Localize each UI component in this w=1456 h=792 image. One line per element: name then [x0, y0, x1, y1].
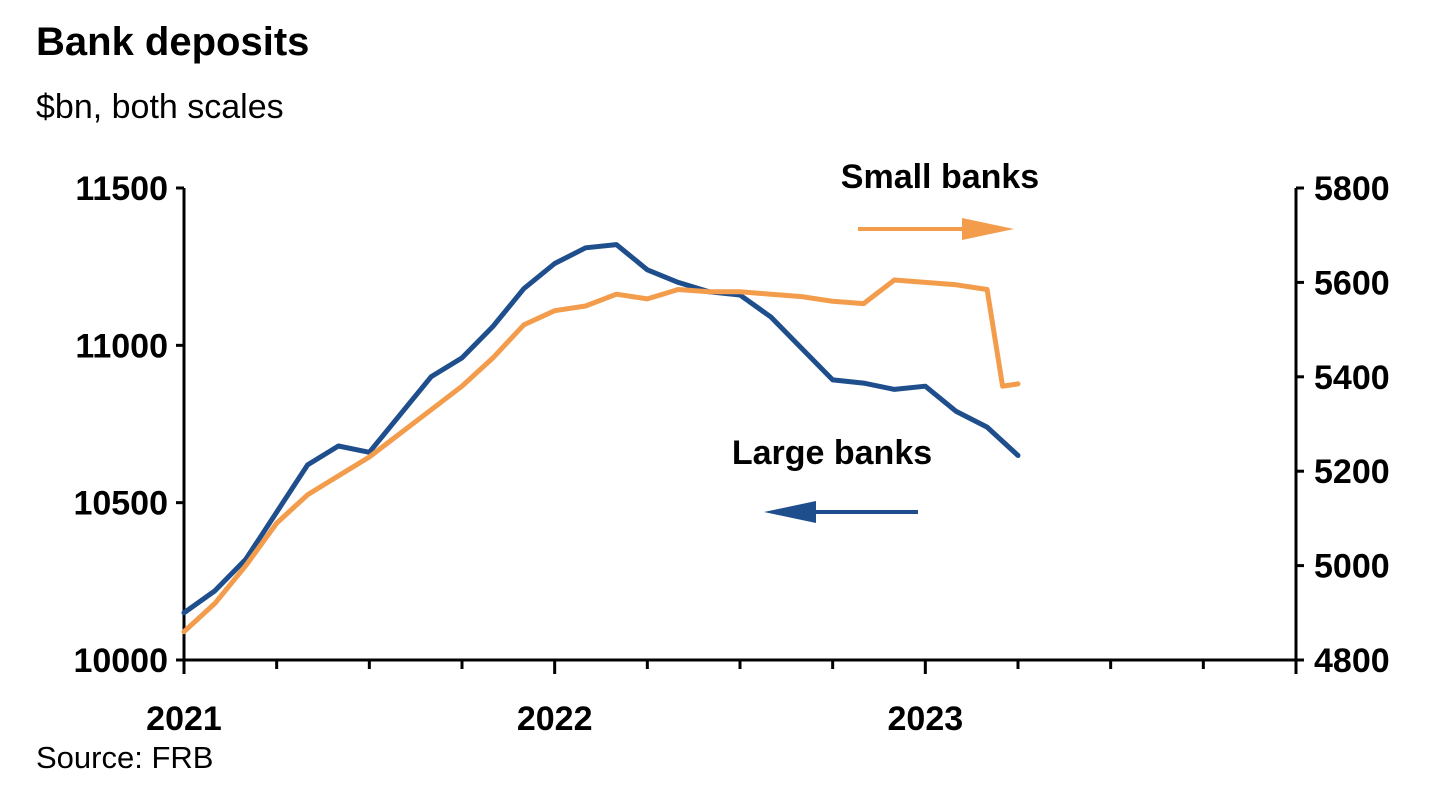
left-tick-label: 10500: [73, 485, 168, 523]
right-tick-label: 5000: [1314, 548, 1390, 586]
left-tick-label: 11000: [75, 327, 168, 365]
x-tick-label: 2022: [517, 700, 593, 738]
x-tick-label: 2023: [888, 700, 964, 738]
source-note: Source: FRB: [36, 740, 214, 775]
right-tick-label: 5400: [1314, 359, 1390, 397]
right-tick-label: 5200: [1314, 453, 1390, 491]
left-tick-label: 11500: [75, 170, 168, 208]
large-banks-line: [181, 242, 1021, 616]
series-labels: Small banks Large banks: [732, 158, 1039, 523]
chart-title: Bank deposits: [36, 20, 310, 64]
small-banks-label: Small banks: [841, 158, 1039, 196]
right-tick-label: 5800: [1314, 170, 1390, 208]
tick-labels: 10000 10500 11000 11500 4800 5000 5200 5400 5600…: [73, 170, 1389, 738]
x-tick-label: 2021: [146, 700, 222, 738]
large-banks-arrow-head: [764, 501, 816, 523]
chart-subtitle: $bn, both scales: [36, 88, 284, 126]
small-banks-arrow-head: [962, 218, 1014, 240]
right-tick-label: 5600: [1314, 264, 1390, 302]
right-tick-label: 4800: [1314, 642, 1390, 680]
large-banks-label: Large banks: [732, 434, 932, 472]
left-tick-label: 10000: [73, 642, 168, 680]
axes: [176, 186, 1304, 674]
small-banks-line: [181, 277, 1021, 635]
series-lines: [181, 242, 1021, 635]
